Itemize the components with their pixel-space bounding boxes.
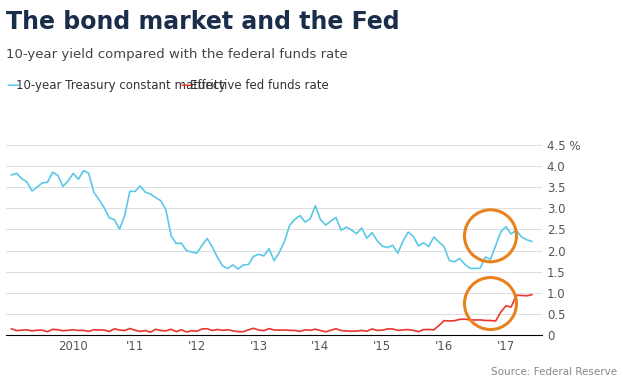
Text: Effective fed funds rate: Effective fed funds rate [190,79,329,92]
Text: Source: Federal Reserve: Source: Federal Reserve [491,367,617,377]
Text: —: — [6,79,19,92]
Text: —: — [181,79,193,92]
Text: 10-year Treasury constant maturity: 10-year Treasury constant maturity [16,79,225,92]
Text: 10-year yield compared with the federal funds rate: 10-year yield compared with the federal … [6,48,348,61]
Text: The bond market and the Fed: The bond market and the Fed [6,10,400,34]
